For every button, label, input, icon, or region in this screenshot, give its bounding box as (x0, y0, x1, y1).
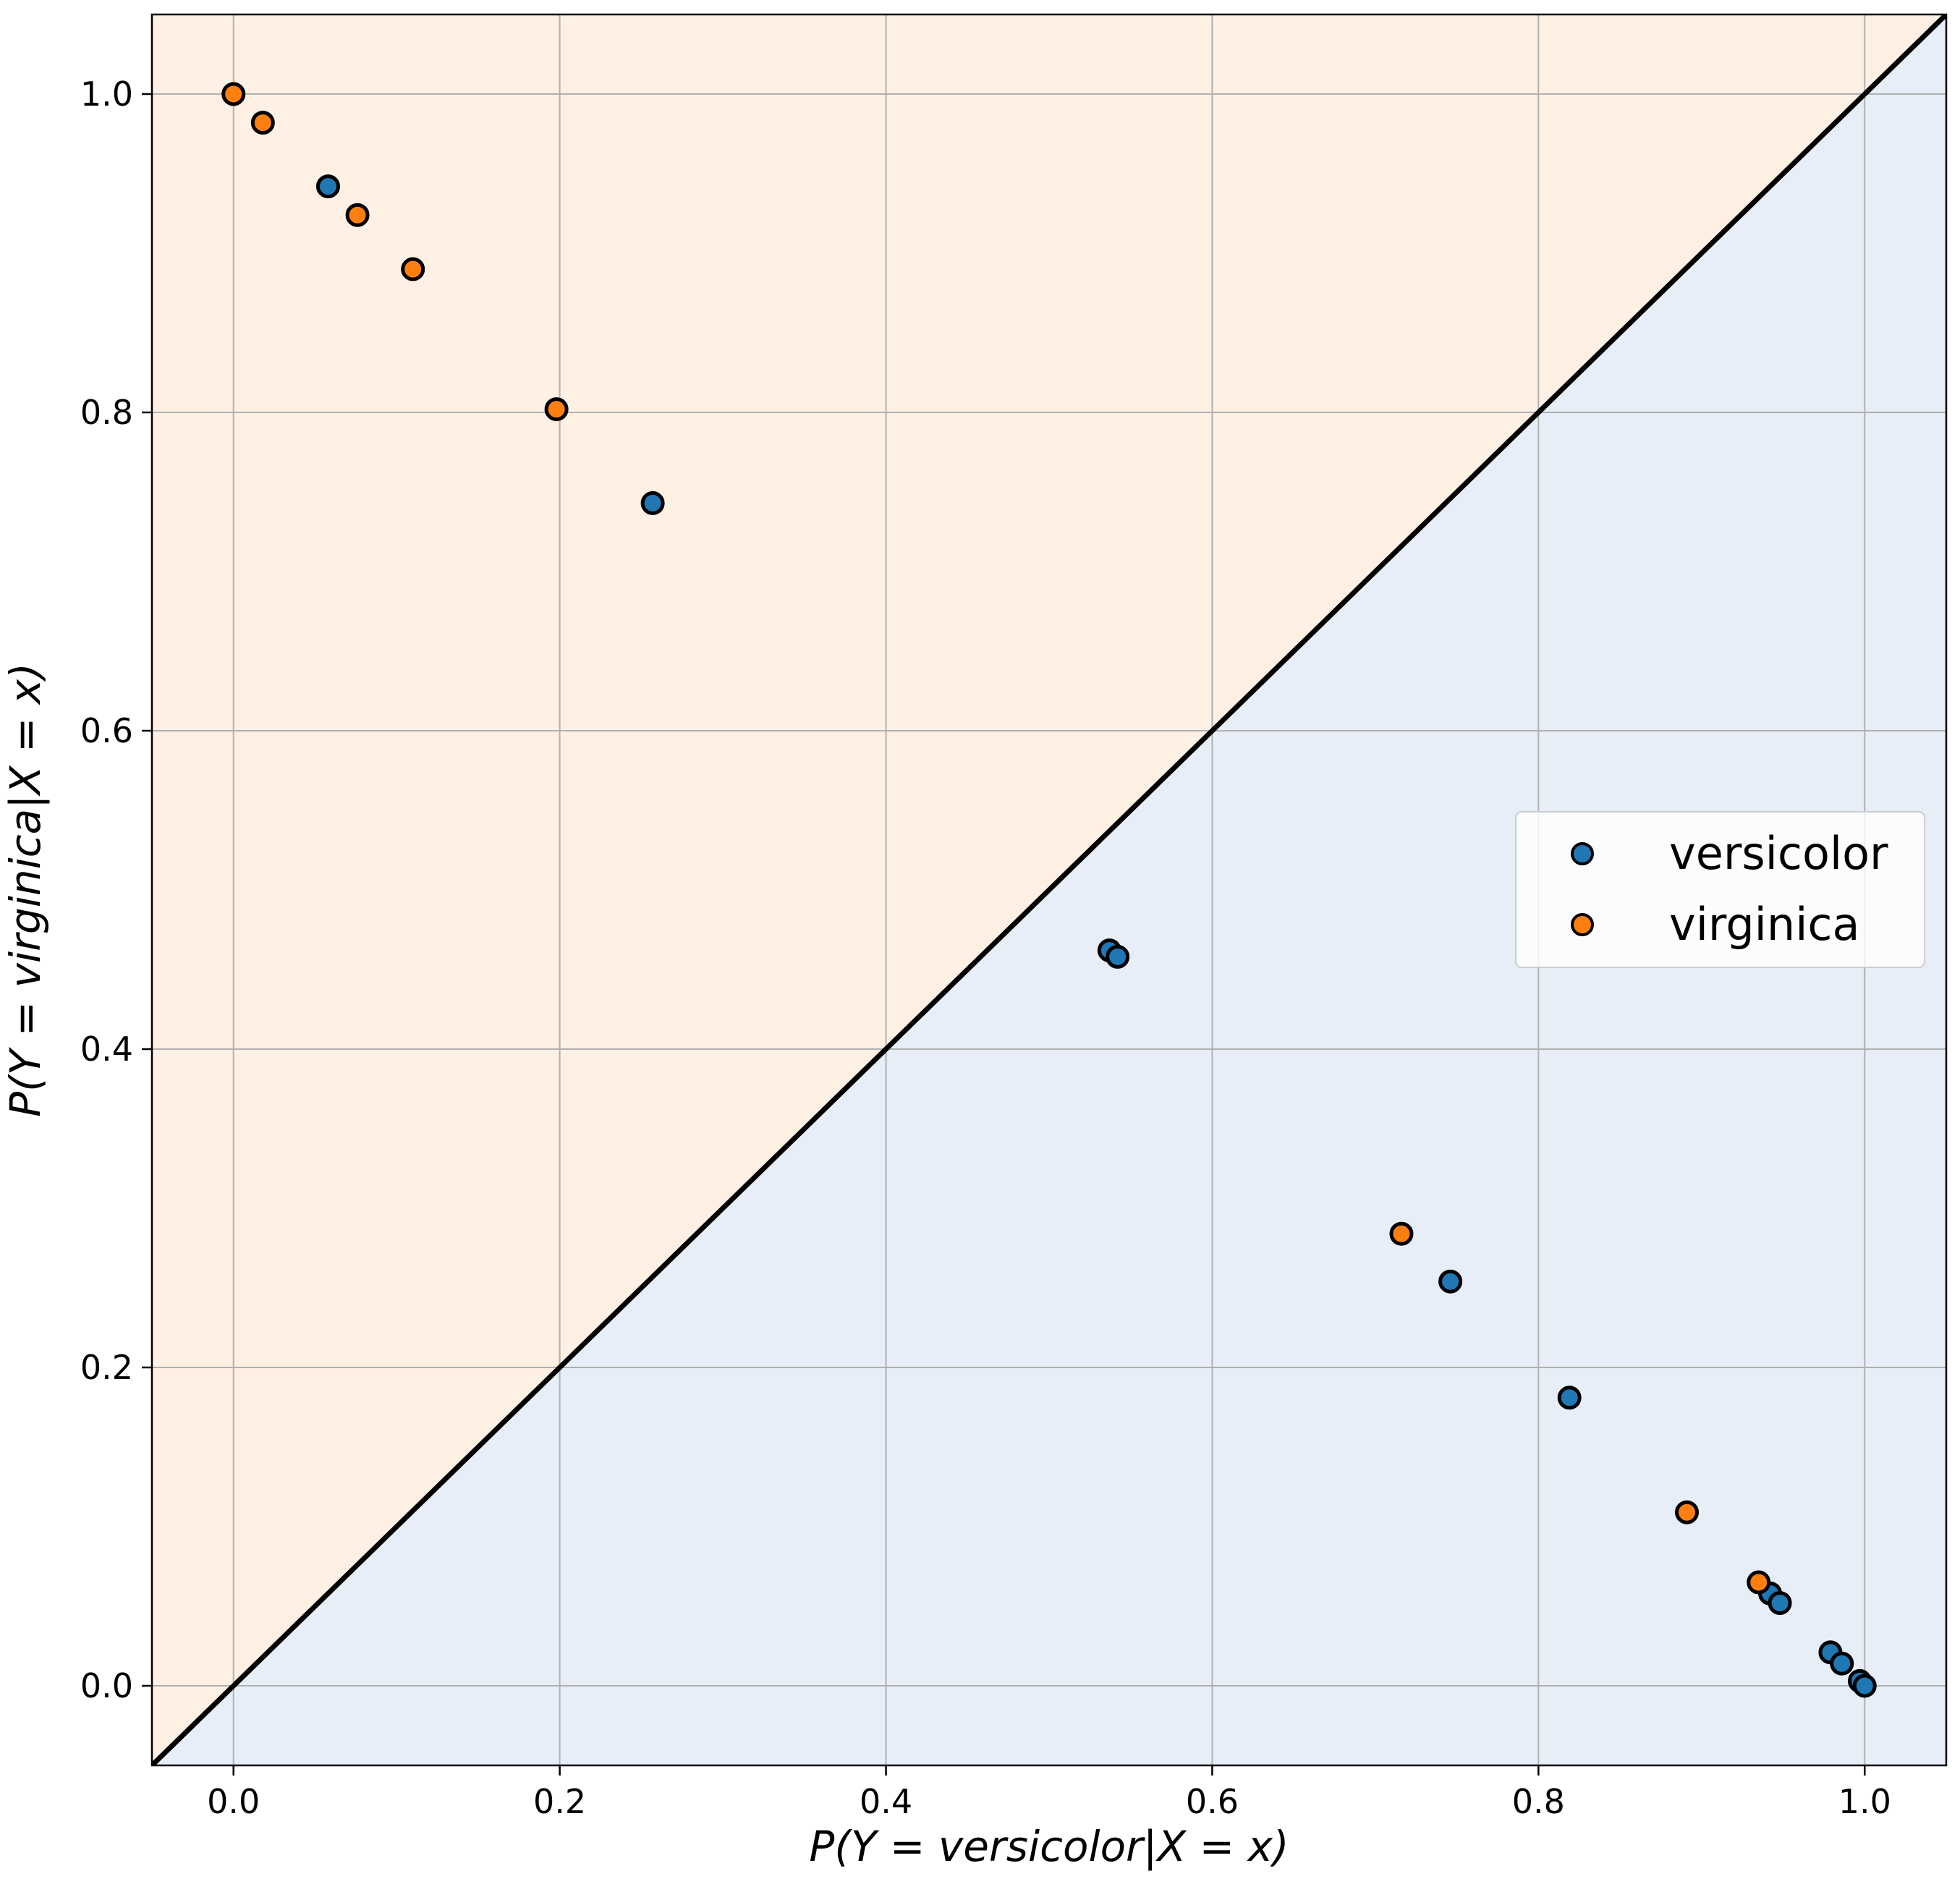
point-virginica-5 (1389, 1221, 1414, 1246)
y-tick-label-3: 0.6 (80, 711, 133, 750)
y-tick-label-5: 1.0 (80, 75, 133, 114)
x-axis-label: P(Y = versicolor|X = x) (809, 1822, 1289, 1871)
point-virginica-1 (250, 111, 275, 135)
x-tick-label-2: 0.4 (860, 1782, 912, 1821)
point-versicolor-5 (1557, 1386, 1582, 1410)
grid-lines (152, 14, 1946, 1765)
plot-frame (150, 13, 1948, 1767)
data-points (221, 82, 1877, 1698)
point-virginica-6 (1675, 1500, 1700, 1524)
diagonal-line (152, 14, 1946, 1765)
legend: versicolor virginica (1515, 811, 1925, 968)
axis-ticks (142, 93, 1866, 1776)
point-virginica-3 (401, 257, 425, 281)
point-versicolor-3 (1106, 944, 1130, 969)
point-versicolor-1 (640, 491, 665, 515)
x-tick-label-1: 0.2 (533, 1782, 586, 1821)
point-versicolor-4 (1438, 1269, 1463, 1294)
y-axis-label: P(Y = virginica|X = x) (1, 663, 50, 1117)
x-tick-label-0: 0.0 (207, 1782, 260, 1821)
point-versicolor-7 (1768, 1591, 1792, 1616)
x-tick-label-3: 0.6 (1186, 1782, 1239, 1821)
point-versicolor-0 (315, 174, 340, 199)
legend-label-virginica: virginica (1669, 898, 1860, 951)
tick-labels: 0.0 0.2 0.4 0.6 0.8 1.0 0.0 0.2 0.4 0.6 0.8 1.0 (80, 75, 1891, 1821)
y-tick-label-4: 0.8 (80, 393, 133, 432)
legend-marker-virginica (1571, 913, 1594, 936)
legend-label-versicolor: versicolor (1669, 827, 1888, 880)
y-tick-label-2: 0.4 (80, 1030, 133, 1069)
point-virginica-0 (221, 82, 246, 106)
y-tick-label-0: 0.0 (80, 1666, 133, 1705)
x-tick-label-4: 0.8 (1512, 1782, 1565, 1821)
point-virginica-4 (544, 397, 569, 422)
point-virginica-2 (345, 203, 370, 227)
point-versicolor-11 (1852, 1673, 1877, 1698)
point-versicolor-9 (1830, 1651, 1854, 1676)
x-tick-label-5: 1.0 (1838, 1782, 1891, 1821)
decision-boundary (152, 14, 1946, 1765)
y-tick-label-1: 0.2 (80, 1348, 133, 1387)
legend-box (1515, 811, 1925, 968)
legend-marker-versicolor (1571, 842, 1594, 865)
point-virginica-7 (1747, 1570, 1771, 1595)
